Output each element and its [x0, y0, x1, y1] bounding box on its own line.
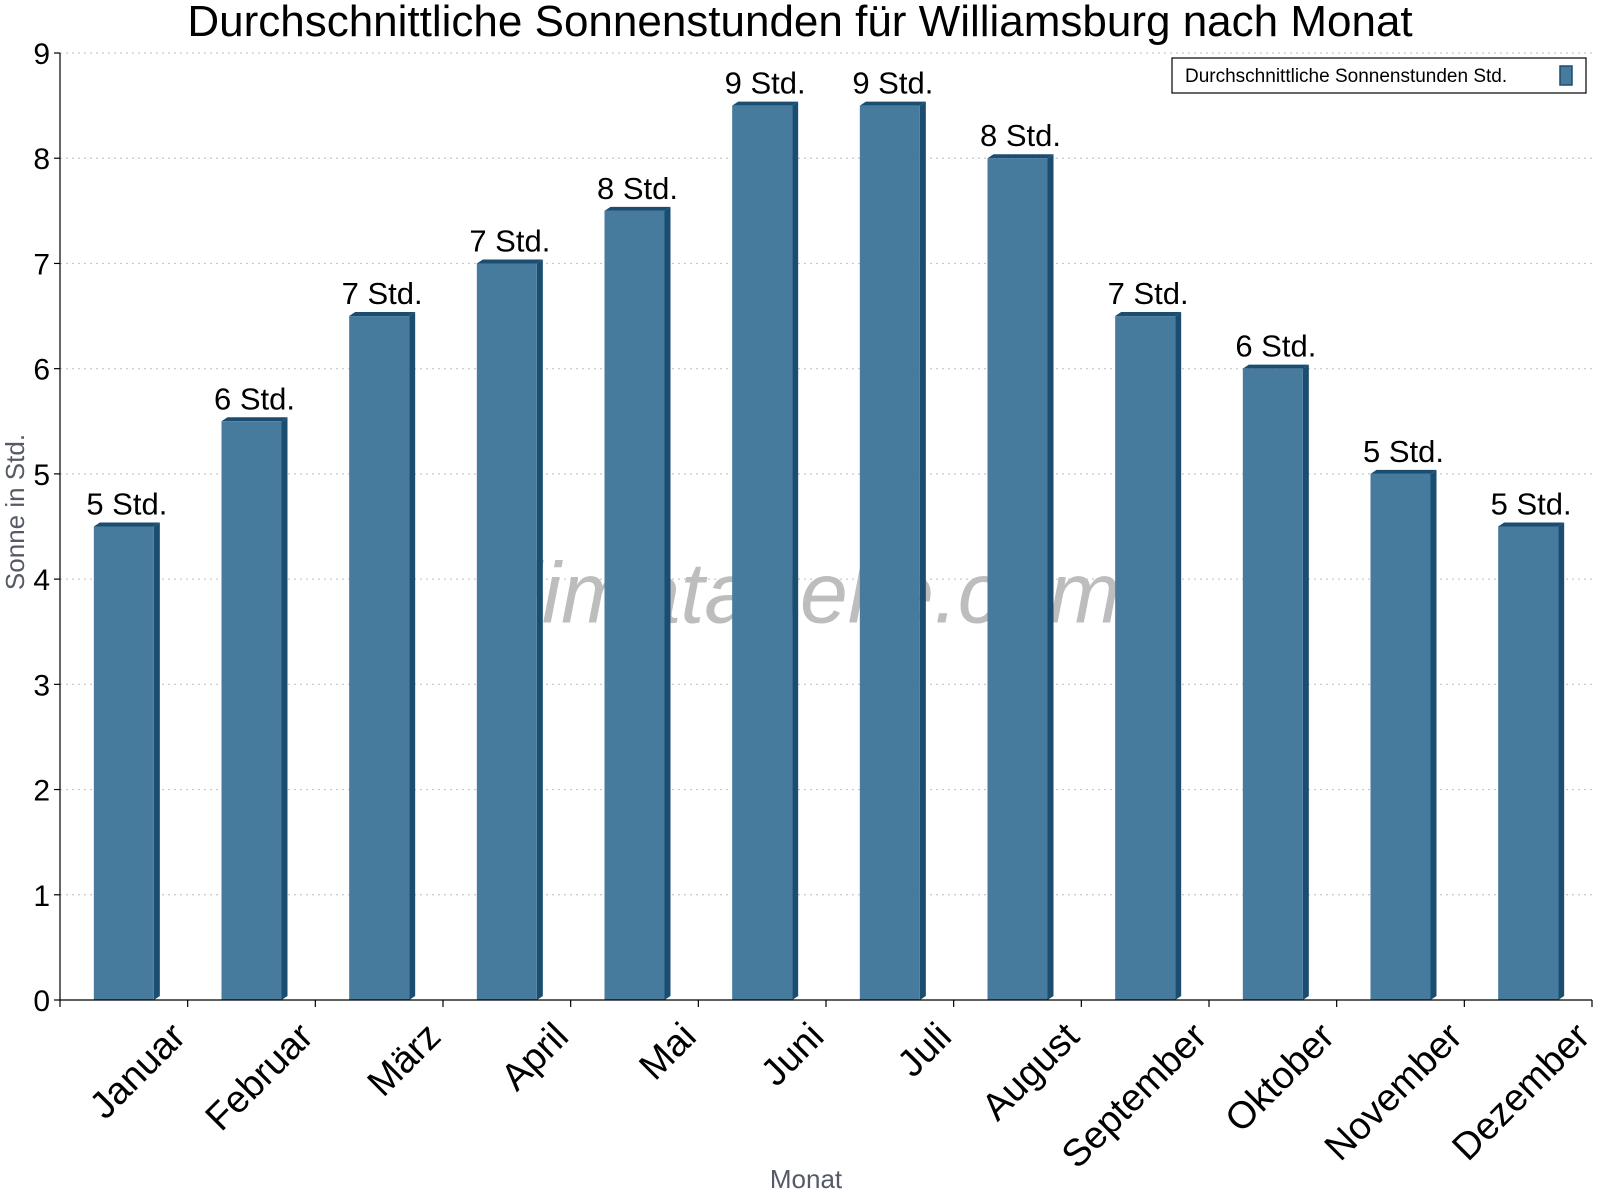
bar-top [1370, 469, 1437, 474]
x-axis-title: Monat [770, 1164, 843, 1194]
x-tick-label: Juni [753, 1015, 832, 1094]
bar-value-label: 6 Std. [1235, 329, 1316, 364]
bar [1498, 526, 1559, 1000]
x-tick-label: Oktober [1218, 1015, 1344, 1141]
bar-value-label: 9 Std. [852, 66, 933, 101]
bar-side [919, 101, 926, 1001]
bar-value-label: 6 Std. [214, 381, 295, 416]
x-tick-label: April [493, 1015, 576, 1098]
bar [93, 526, 154, 1000]
bar [732, 105, 793, 1001]
legend: Durchschnittliche Sonnenstunden Std. [1171, 57, 1587, 94]
bar-top [604, 206, 671, 211]
bar-value-label: 8 Std. [980, 118, 1061, 153]
bar-value-label: 5 Std. [1491, 487, 1572, 522]
y-tick-label: 5 [33, 459, 50, 492]
x-tick-label: Juli [890, 1015, 960, 1085]
bars [93, 101, 1565, 1001]
bar-side [1302, 364, 1309, 1001]
bar-side [792, 101, 799, 1001]
bar-value-label: 5 Std. [1363, 434, 1444, 469]
bar-side [1558, 522, 1565, 1000]
bar-side [409, 312, 416, 1000]
bar-top [859, 101, 926, 106]
bar [1242, 368, 1303, 1001]
bar [349, 316, 410, 1000]
y-tick-label: 1 [33, 880, 50, 913]
bar [476, 263, 537, 1000]
x-tick-label: August [974, 1015, 1088, 1129]
bar-top [221, 417, 288, 422]
grid-lines [60, 52, 1592, 896]
y-tick-label: 8 [33, 143, 50, 176]
bar [1115, 316, 1176, 1000]
bar-top [1115, 312, 1182, 317]
bar-top [93, 522, 160, 527]
bar-side [536, 259, 543, 1000]
bar-value-label: 5 Std. [86, 487, 167, 522]
bar-side [281, 417, 288, 1000]
bar-value-label: 8 Std. [597, 171, 678, 206]
bar-top [349, 312, 416, 317]
legend-label: Durchschnittliche Sonnenstunden Std. [1185, 66, 1507, 87]
bar-value-label: 7 Std. [1108, 276, 1189, 311]
bar-side [1175, 312, 1182, 1000]
bar-top [987, 154, 1054, 159]
bar-top [476, 259, 543, 264]
bar-top [1242, 364, 1309, 369]
x-tick-label: Januar [82, 1015, 194, 1127]
y-tick-label: 7 [33, 248, 50, 281]
legend-box [1171, 57, 1587, 94]
legend-swatch [1559, 65, 1573, 86]
bar-value-label: 9 Std. [725, 66, 806, 101]
y-axis-title: Sonne in Std. [0, 434, 30, 590]
bar [987, 158, 1048, 1000]
y-tick-label: 2 [33, 775, 50, 808]
bar-side [1430, 469, 1437, 1000]
x-tick-label: Mai [632, 1015, 705, 1088]
bar-top [1498, 522, 1565, 527]
y-tick-label: 4 [33, 564, 50, 597]
bar [859, 105, 920, 1001]
x-tick-label: Dezember [1445, 1015, 1599, 1169]
bar-value-label: 7 Std. [469, 223, 550, 258]
x-tick-label: Februar [198, 1015, 322, 1139]
chart-title: Durchschnittliche Sonnenstunden für Will… [187, 0, 1412, 46]
y-tick-label: 9 [33, 38, 50, 71]
bar-top [732, 101, 799, 106]
bar-value-label: 7 Std. [342, 276, 423, 311]
x-tick-label: März [360, 1015, 449, 1104]
bar [604, 210, 665, 1001]
x-tick-label: November [1317, 1015, 1471, 1169]
y-tick-label: 6 [33, 354, 50, 387]
bar-side [153, 522, 160, 1000]
data-labels: 5 Std. 6 Std. 7 Std. 7 Std. 8 Std. 9 Std. 9 St… [86, 66, 1571, 522]
bar-side [664, 206, 671, 1001]
bar [221, 421, 282, 1000]
y-tick-label: 3 [33, 669, 50, 702]
y-tick-label: 0 [33, 985, 50, 1018]
bar-side [1047, 154, 1054, 1000]
bar [1370, 473, 1431, 1000]
